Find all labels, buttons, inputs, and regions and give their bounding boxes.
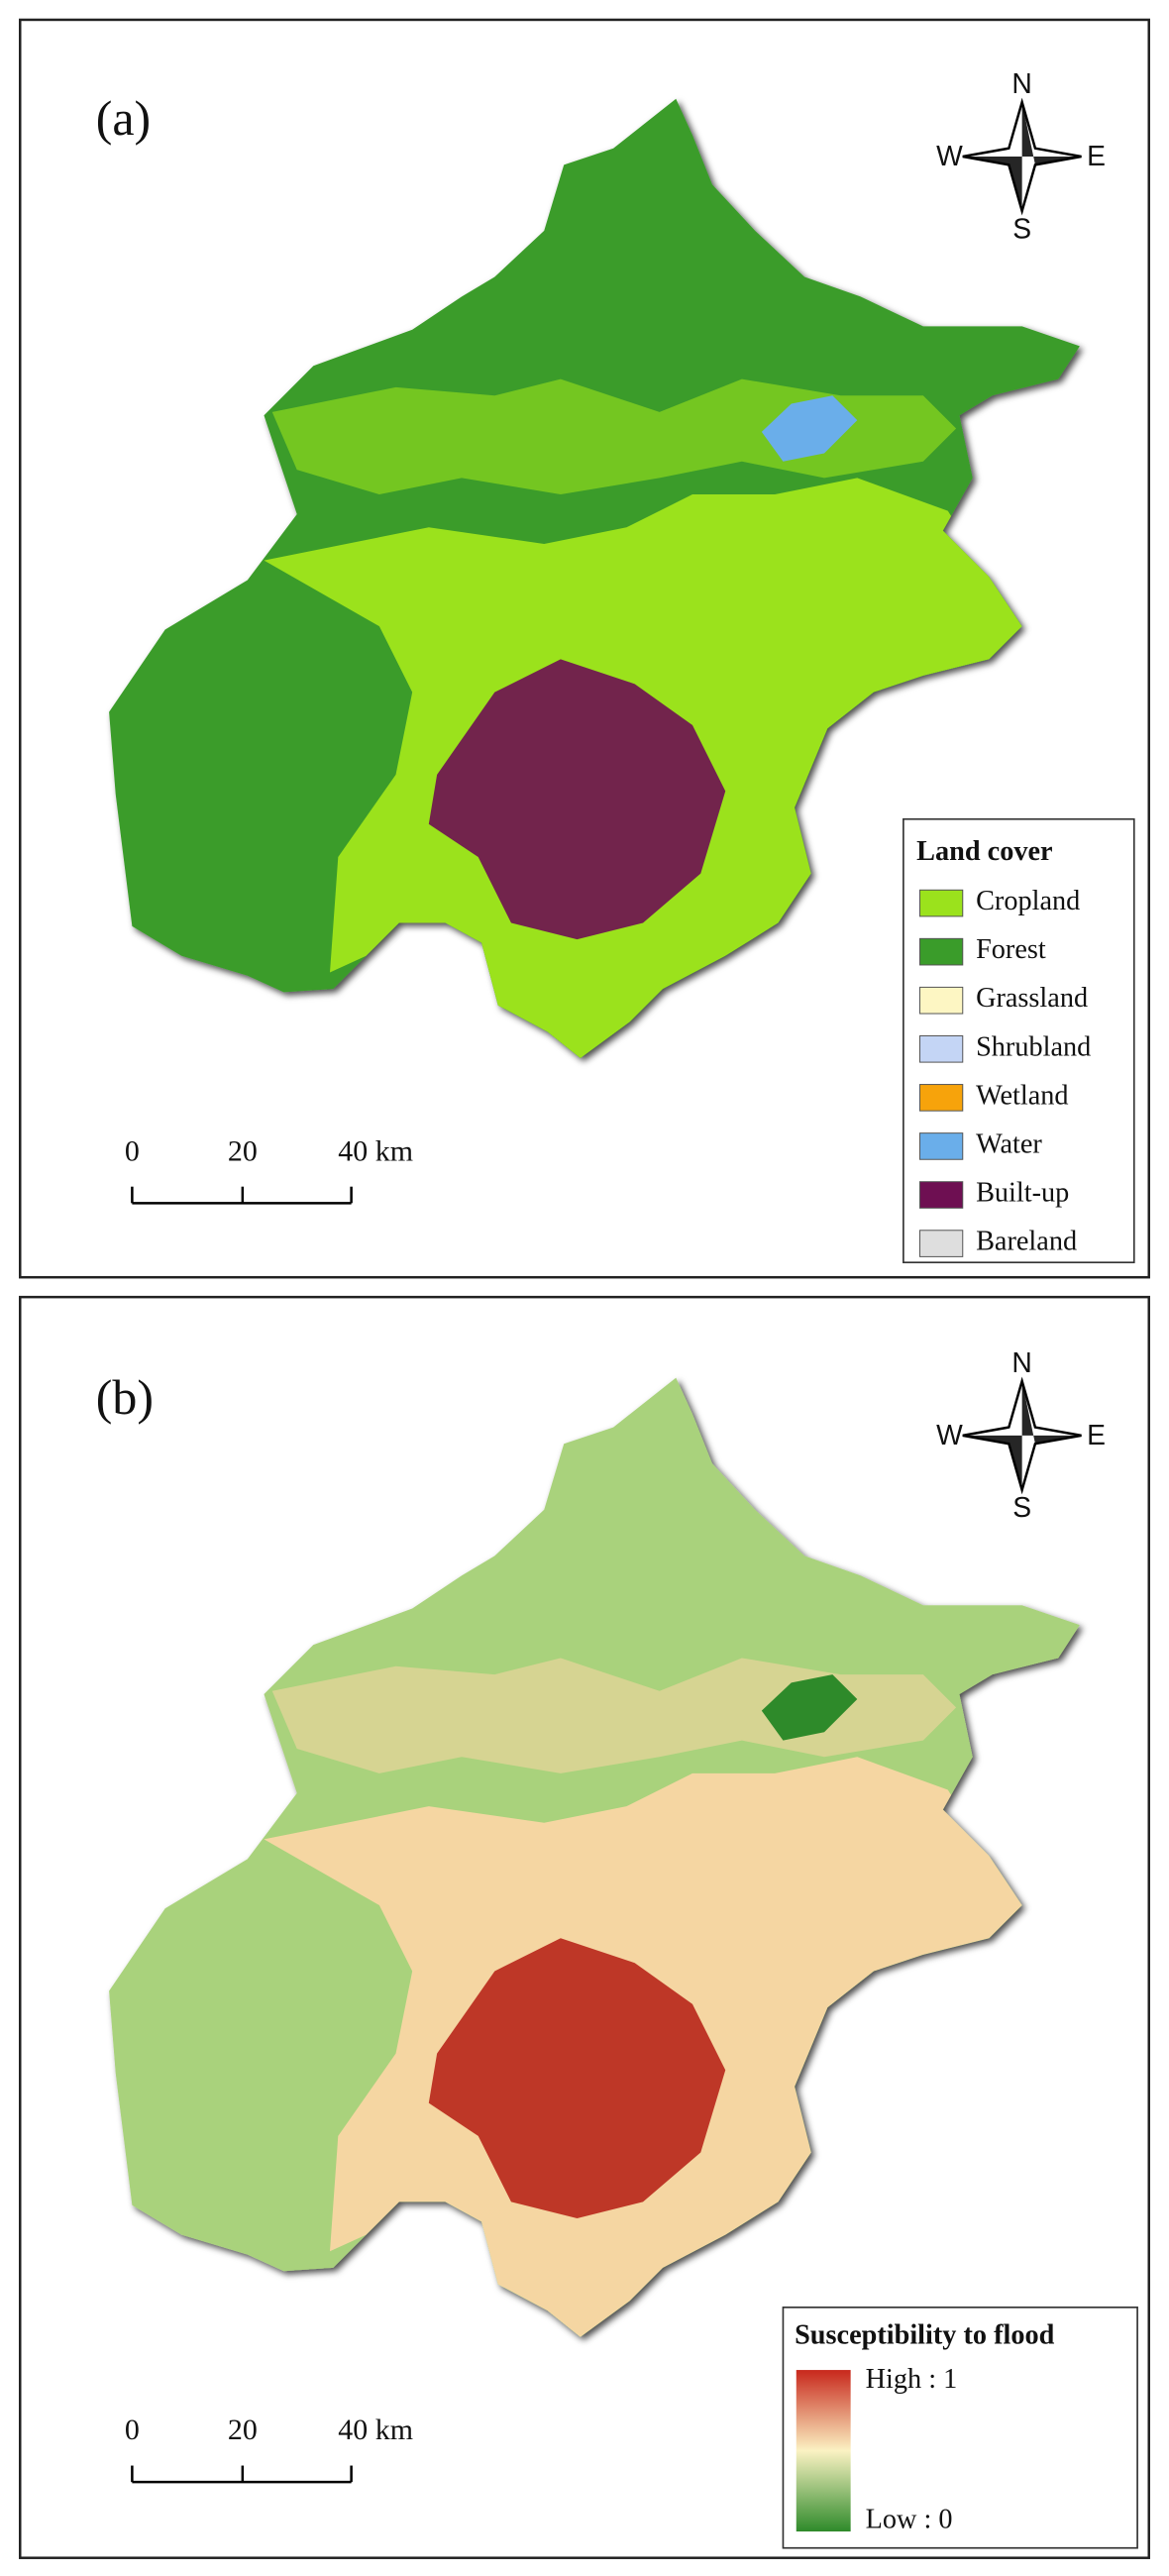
- panel-label: (b): [96, 1370, 154, 1425]
- legend-label: Built-up: [976, 1177, 1069, 1208]
- compass-e: E: [1087, 140, 1106, 171]
- panel: (b) N S W E 0 20 40 km Susceptibility to flood Hi…: [96, 1346, 1138, 2549]
- urban-area: [428, 659, 726, 940]
- legend-label: Wetland: [976, 1080, 1068, 1111]
- legend-swatch: [919, 1181, 964, 1209]
- panel-frame: [19, 18, 1150, 1279]
- legend-swatch: [919, 1132, 964, 1160]
- compass-w: W: [936, 140, 963, 171]
- legend-label: Forest: [976, 934, 1046, 965]
- legend-title: Land cover: [916, 836, 1052, 867]
- legend-high: High : 1: [866, 2364, 958, 2395]
- legend-swatch: [919, 1230, 964, 1257]
- legend-label: Bareland: [976, 1227, 1077, 1257]
- legend-label: Grassland: [976, 983, 1088, 1014]
- legend-swatch: [919, 937, 964, 966]
- legend-swatch: [919, 986, 964, 1015]
- panel-label: (a): [96, 91, 151, 146]
- northern-valleys: [271, 378, 957, 495]
- compass: [962, 97, 1082, 216]
- scale-label: 20: [228, 2414, 258, 2446]
- legend-swatch: [919, 1084, 964, 1112]
- compass: [962, 1376, 1082, 1495]
- legend-swatch: [919, 1034, 964, 1063]
- legend-label: Cropland: [976, 886, 1080, 916]
- legend-title: Susceptibility to flood: [795, 2319, 1055, 2350]
- legend-gradient: [796, 2370, 851, 2532]
- legend-label: Shrubland: [976, 1031, 1091, 1062]
- panel: (a) N S W E 0 20 40 km Land cover Cropland Forest G…: [96, 67, 1135, 1264]
- scale-label: 20: [228, 1134, 258, 1167]
- scale-label: 40 km: [338, 1134, 413, 1167]
- compass-e: E: [1087, 1419, 1106, 1450]
- urban-area: [428, 1938, 726, 2219]
- legend-swatch: [919, 889, 964, 917]
- legend-low: Low : 0: [866, 2505, 953, 2535]
- panel-frame: [19, 1295, 1150, 2559]
- compass-n: N: [1011, 67, 1031, 99]
- compass-n: N: [1011, 1346, 1031, 1378]
- map: [264, 1658, 1022, 2337]
- scale-label: 40 km: [338, 2414, 413, 2446]
- reservoir: [761, 395, 858, 462]
- legend-label: Water: [976, 1128, 1042, 1159]
- compass-star-fill: [962, 1380, 1082, 1490]
- northern-valleys: [271, 1658, 957, 1773]
- compass-w: W: [936, 1419, 963, 1450]
- scale-label: 0: [125, 1134, 140, 1167]
- compass-s: S: [1012, 212, 1031, 244]
- compass-s: S: [1012, 1491, 1031, 1523]
- compass-star-fill: [962, 102, 1082, 211]
- scale-label: 0: [125, 2414, 140, 2446]
- reservoir: [761, 1674, 858, 1741]
- map: [264, 378, 1022, 1058]
